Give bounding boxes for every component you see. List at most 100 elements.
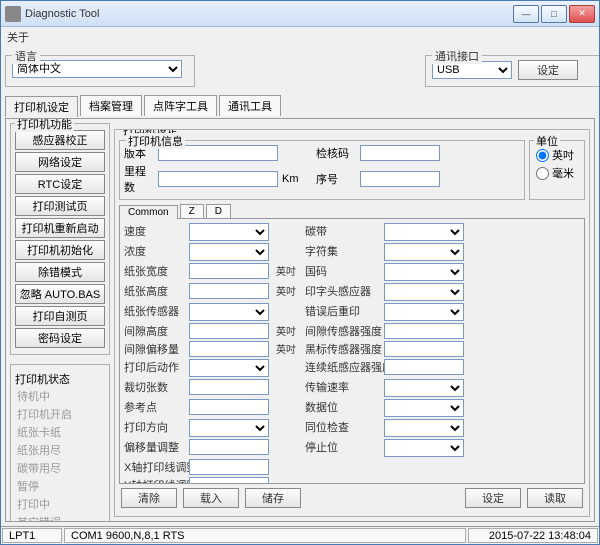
unit-mm[interactable]: 毫米	[536, 165, 578, 181]
window-title: Diagnostic Tool	[25, 8, 513, 20]
func-button-0[interactable]: 感应器校正	[15, 130, 105, 150]
func-button-6[interactable]: 除错模式	[15, 262, 105, 282]
func-button-8[interactable]: 打印自测页	[15, 306, 105, 326]
param-left-ctrl-10[interactable]	[189, 419, 269, 437]
param-right-ctrl-8[interactable]	[384, 379, 464, 397]
main-tabs: 打印机设定档案管理点阵字工具通讯工具	[5, 95, 595, 116]
param-left-ctrl-13[interactable]	[189, 477, 269, 484]
param-left-ctrl-11[interactable]	[189, 439, 269, 455]
set-button[interactable]: 设定	[465, 488, 521, 508]
param-left-lbl-10: 打印方向	[124, 419, 184, 437]
func-button-9[interactable]: 密码设定	[15, 328, 105, 348]
minimize-button[interactable]: —	[513, 5, 539, 23]
status-item-6: 打印中	[15, 495, 105, 513]
printer-func-group: 打印机功能 感应器校正网络设定RTC设定打印测试页打印机重新启动打印机初始化除错…	[10, 123, 110, 355]
param-right-ctrl-10[interactable]	[384, 419, 464, 437]
param-grid: 速度碳带浓度字符集纸张宽度英吋国码纸张高度英吋印字头感应器纸张传感器错误后重印间…	[119, 218, 585, 484]
param-left-ctrl-9[interactable]	[189, 399, 269, 415]
param-left-unit-9	[276, 399, 300, 417]
mileage-unit: Km	[282, 173, 312, 185]
titlebar[interactable]: Diagnostic Tool — □ ✕	[1, 1, 599, 27]
func-button-3[interactable]: 打印测试页	[15, 196, 105, 216]
param-right-ctrl-0[interactable]	[384, 223, 464, 241]
param-left-ctrl-7[interactable]	[189, 359, 269, 377]
status-item-0: 待机中	[15, 387, 105, 405]
param-right-lbl-4: 错误后重印	[305, 303, 379, 321]
param-right-lbl-5: 间隙传感器强度	[305, 323, 379, 339]
param-left-ctrl-12[interactable]	[189, 459, 269, 475]
param-right-lbl-6: 黑标传感器强度	[305, 341, 379, 357]
param-left-lbl-12: X轴打印线调整	[124, 459, 184, 475]
subtab-2[interactable]: D	[206, 204, 231, 218]
param-left-ctrl-0[interactable]	[189, 223, 269, 241]
status-item-5: 暂停	[15, 477, 105, 495]
param-left-lbl-13: Y轴打印线调整	[124, 477, 184, 484]
comm-group: 通讯接口 USB 设定	[425, 55, 599, 87]
close-button[interactable]: ✕	[569, 5, 595, 23]
func-button-5[interactable]: 打印机初始化	[15, 240, 105, 260]
param-left-ctrl-1[interactable]	[189, 243, 269, 261]
param-left-ctrl-3[interactable]	[189, 283, 269, 299]
param-left-lbl-1: 浓度	[124, 243, 184, 261]
comm-set-button[interactable]: 设定	[518, 60, 578, 80]
main-tab-1[interactable]: 档案管理	[80, 95, 142, 116]
main-tab-0[interactable]: 打印机设定	[5, 96, 78, 117]
unit-inch[interactable]: 英吋	[536, 147, 578, 163]
app-icon	[5, 6, 21, 22]
unit-inch-radio[interactable]	[536, 149, 549, 162]
param-left-unit-1	[276, 243, 300, 261]
param-right-lbl-12	[305, 459, 379, 475]
menu-about[interactable]: 关于	[7, 32, 29, 44]
param-left-ctrl-5[interactable]	[189, 323, 269, 339]
param-left-unit-12	[276, 459, 300, 475]
param-right-lbl-3: 印字头感应器	[305, 283, 379, 301]
param-left-ctrl-2[interactable]	[189, 263, 269, 279]
func-button-7[interactable]: 忽略 AUTO.BAS	[15, 284, 105, 304]
param-left-ctrl-6[interactable]	[189, 341, 269, 357]
main-window: Diagnostic Tool — □ ✕ 关于 语言 简体中文 通讯接口 US…	[0, 0, 600, 545]
maximize-button[interactable]: □	[541, 5, 567, 23]
param-left-ctrl-8[interactable]	[189, 379, 269, 395]
param-right-ctrl-7[interactable]	[384, 359, 464, 375]
checksum-field[interactable]	[360, 145, 440, 161]
param-right-ctrl-5[interactable]	[384, 323, 464, 339]
read-button[interactable]: 读取	[527, 488, 583, 508]
param-left-lbl-6: 间隙偏移量	[124, 341, 184, 357]
func-button-4[interactable]: 打印机重新启动	[15, 218, 105, 238]
param-right-lbl-1: 字符集	[305, 243, 379, 261]
status-item-4: 碳带用尽	[15, 459, 105, 477]
load-button[interactable]: 载入	[183, 488, 239, 508]
param-left-lbl-7: 打印后动作	[124, 359, 184, 377]
param-left-unit-3: 英吋	[276, 283, 300, 301]
param-right-ctrl-4[interactable]	[384, 303, 464, 321]
status-item-3: 纸张用尽	[15, 441, 105, 459]
subtab-1[interactable]: Z	[180, 204, 204, 218]
param-right-ctrl-1[interactable]	[384, 243, 464, 261]
save-button[interactable]: 储存	[245, 488, 301, 508]
param-left-ctrl-4[interactable]	[189, 303, 269, 321]
main-tab-3[interactable]: 通讯工具	[219, 95, 281, 116]
mileage-field[interactable]	[158, 171, 278, 187]
subtab-0[interactable]: Common	[119, 205, 178, 219]
language-title: 语言	[12, 48, 40, 64]
param-right-ctrl-2[interactable]	[384, 263, 464, 281]
param-left-lbl-4: 纸张传感器	[124, 303, 184, 321]
serial-label: 序号	[316, 171, 356, 187]
param-right-ctrl-11[interactable]	[384, 439, 464, 457]
func-button-1[interactable]: 网络设定	[15, 152, 105, 172]
status-item-2: 纸张卡纸	[15, 423, 105, 441]
func-button-2[interactable]: RTC设定	[15, 174, 105, 194]
clear-button[interactable]: 清除	[121, 488, 177, 508]
status-port: LPT1	[2, 528, 62, 543]
param-right-ctrl-6[interactable]	[384, 341, 464, 357]
param-right-ctrl-9[interactable]	[384, 399, 464, 417]
main-tab-2[interactable]: 点阵字工具	[144, 95, 217, 116]
param-right-lbl-8: 传输速率	[305, 379, 379, 397]
serial-field[interactable]	[360, 171, 440, 187]
unit-mm-radio[interactable]	[536, 167, 549, 180]
param-left-lbl-9: 参考点	[124, 399, 184, 417]
param-right-ctrl-3[interactable]	[384, 283, 464, 301]
param-left-unit-0	[276, 223, 300, 241]
param-left-unit-2: 英吋	[276, 263, 300, 281]
param-right-lbl-11: 停止位	[305, 439, 379, 457]
